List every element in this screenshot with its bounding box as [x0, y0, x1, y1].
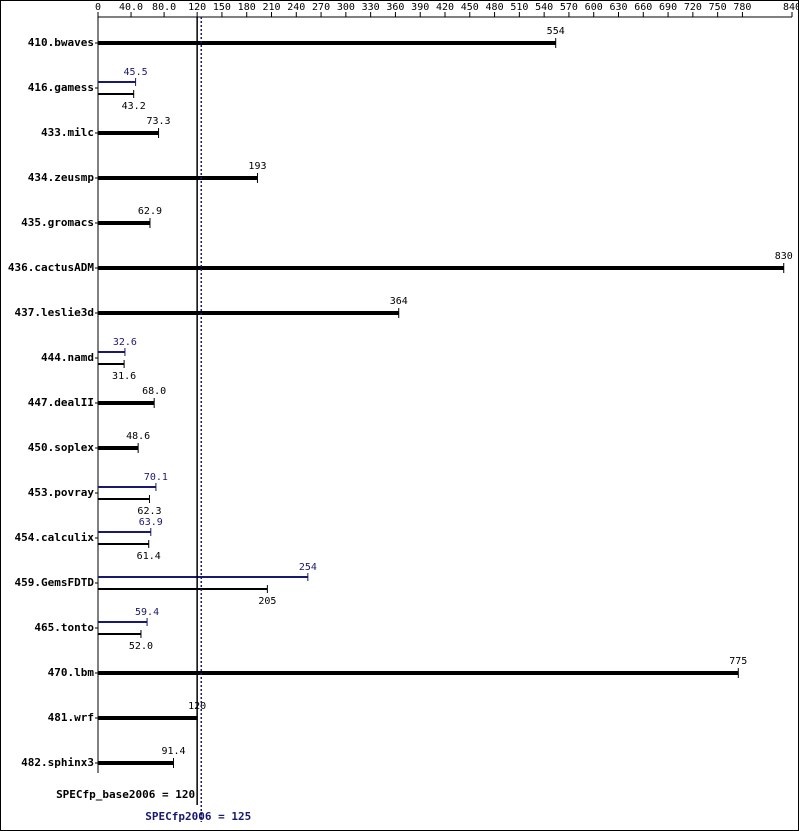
peak-value-label: 254 — [299, 562, 317, 573]
bar — [98, 221, 150, 225]
x-tick-label: 600 — [585, 2, 603, 13]
category-label: 470.lbm — [48, 666, 95, 679]
x-tick-label: 840 — [783, 2, 799, 13]
bar — [98, 131, 159, 135]
category-label: 433.milc — [41, 126, 94, 139]
category-label: 465.tonto — [34, 621, 94, 634]
bar — [98, 41, 556, 45]
category-label: 434.zeusmp — [28, 171, 95, 184]
base-bar — [98, 93, 134, 95]
base-value-label: 52.0 — [129, 641, 153, 652]
value-label: 830 — [775, 251, 793, 262]
x-tick-label: 180 — [238, 2, 256, 13]
bar — [98, 401, 155, 405]
x-tick-label: 510 — [510, 2, 528, 13]
peak-bar — [98, 486, 156, 488]
base-value-label: 62.3 — [137, 506, 161, 517]
base-bar — [98, 633, 141, 635]
value-label: 193 — [248, 161, 266, 172]
bar — [98, 446, 139, 450]
x-tick-label: 330 — [362, 2, 380, 13]
category-label: 416.gamess — [28, 81, 94, 94]
base-bar — [98, 363, 125, 365]
category-label: 481.wrf — [48, 711, 94, 724]
peak-bar — [98, 621, 148, 623]
category-label: 454.calculix — [15, 531, 95, 544]
x-tick-label: 450 — [461, 2, 479, 13]
value-label: 48.6 — [126, 431, 150, 442]
bar — [98, 266, 784, 270]
x-tick-label: 690 — [659, 2, 677, 13]
category-label: 435.gromacs — [21, 216, 94, 229]
peak-bar — [98, 576, 308, 578]
peak-value-label: 32.6 — [113, 337, 137, 348]
x-tick-label: 390 — [411, 2, 429, 13]
x-tick-label: 240 — [287, 2, 305, 13]
x-tick-label: 360 — [386, 2, 404, 13]
peak-bar — [98, 351, 125, 353]
category-label: 482.sphinx3 — [21, 756, 94, 769]
x-tick-label: 0 — [95, 2, 101, 13]
x-tick-label: 630 — [609, 2, 627, 13]
category-label: 450.soplex — [28, 441, 95, 454]
value-label: 91.4 — [161, 746, 185, 757]
bar — [98, 671, 739, 675]
category-label: 437.leslie3d — [15, 306, 94, 319]
category-label: 444.namd — [41, 351, 94, 364]
value-label: 775 — [729, 656, 747, 667]
base-bar — [98, 543, 149, 545]
x-tick-label: 150 — [213, 2, 231, 13]
x-tick-label: 660 — [634, 2, 652, 13]
base-value-label: 61.4 — [137, 551, 161, 562]
x-tick-label: 750 — [709, 2, 727, 13]
peak-value-label: 59.4 — [135, 607, 159, 618]
peak-value-label: 45.5 — [124, 67, 148, 78]
bar — [98, 176, 258, 180]
category-label: 447.dealII — [28, 396, 94, 409]
x-tick-label: 780 — [733, 2, 751, 13]
x-tick-label: 80.0 — [152, 2, 176, 13]
reference-label: SPECfp_base2006 = 120 — [56, 788, 195, 801]
x-tick-label: 540 — [535, 2, 553, 13]
x-tick-label: 720 — [684, 2, 702, 13]
x-tick-label: 420 — [436, 2, 454, 13]
category-label: 436.cactusADM — [8, 261, 94, 274]
x-tick-label: 210 — [262, 2, 280, 13]
value-label: 554 — [547, 26, 565, 37]
value-label: 364 — [390, 296, 408, 307]
value-label: 62.9 — [138, 206, 162, 217]
peak-value-label: 70.1 — [144, 472, 168, 483]
bar — [98, 761, 174, 765]
base-bar — [98, 588, 268, 590]
x-tick-label: 120 — [188, 2, 206, 13]
category-label: 453.povray — [28, 486, 95, 499]
bar — [98, 716, 198, 720]
x-tick-label: 300 — [337, 2, 355, 13]
peak-bar — [98, 81, 136, 83]
category-label: 410.bwaves — [28, 36, 94, 49]
peak-bar — [98, 531, 151, 533]
base-bar — [98, 498, 150, 500]
base-value-label: 205 — [258, 596, 276, 607]
base-value-label: 43.2 — [122, 101, 146, 112]
value-label: 73.3 — [147, 116, 171, 127]
value-label: 68.0 — [142, 386, 166, 397]
category-label: 459.GemsFDTD — [15, 576, 95, 589]
x-tick-label: 270 — [312, 2, 330, 13]
x-tick-label: 40.0 — [119, 2, 143, 13]
x-tick-label: 480 — [486, 2, 504, 13]
x-tick-label: 570 — [560, 2, 578, 13]
peak-value-label: 63.9 — [139, 517, 163, 528]
reference-label: SPECfp2006 = 125 — [145, 810, 251, 823]
bar — [98, 311, 399, 315]
base-value-label: 31.6 — [112, 371, 136, 382]
